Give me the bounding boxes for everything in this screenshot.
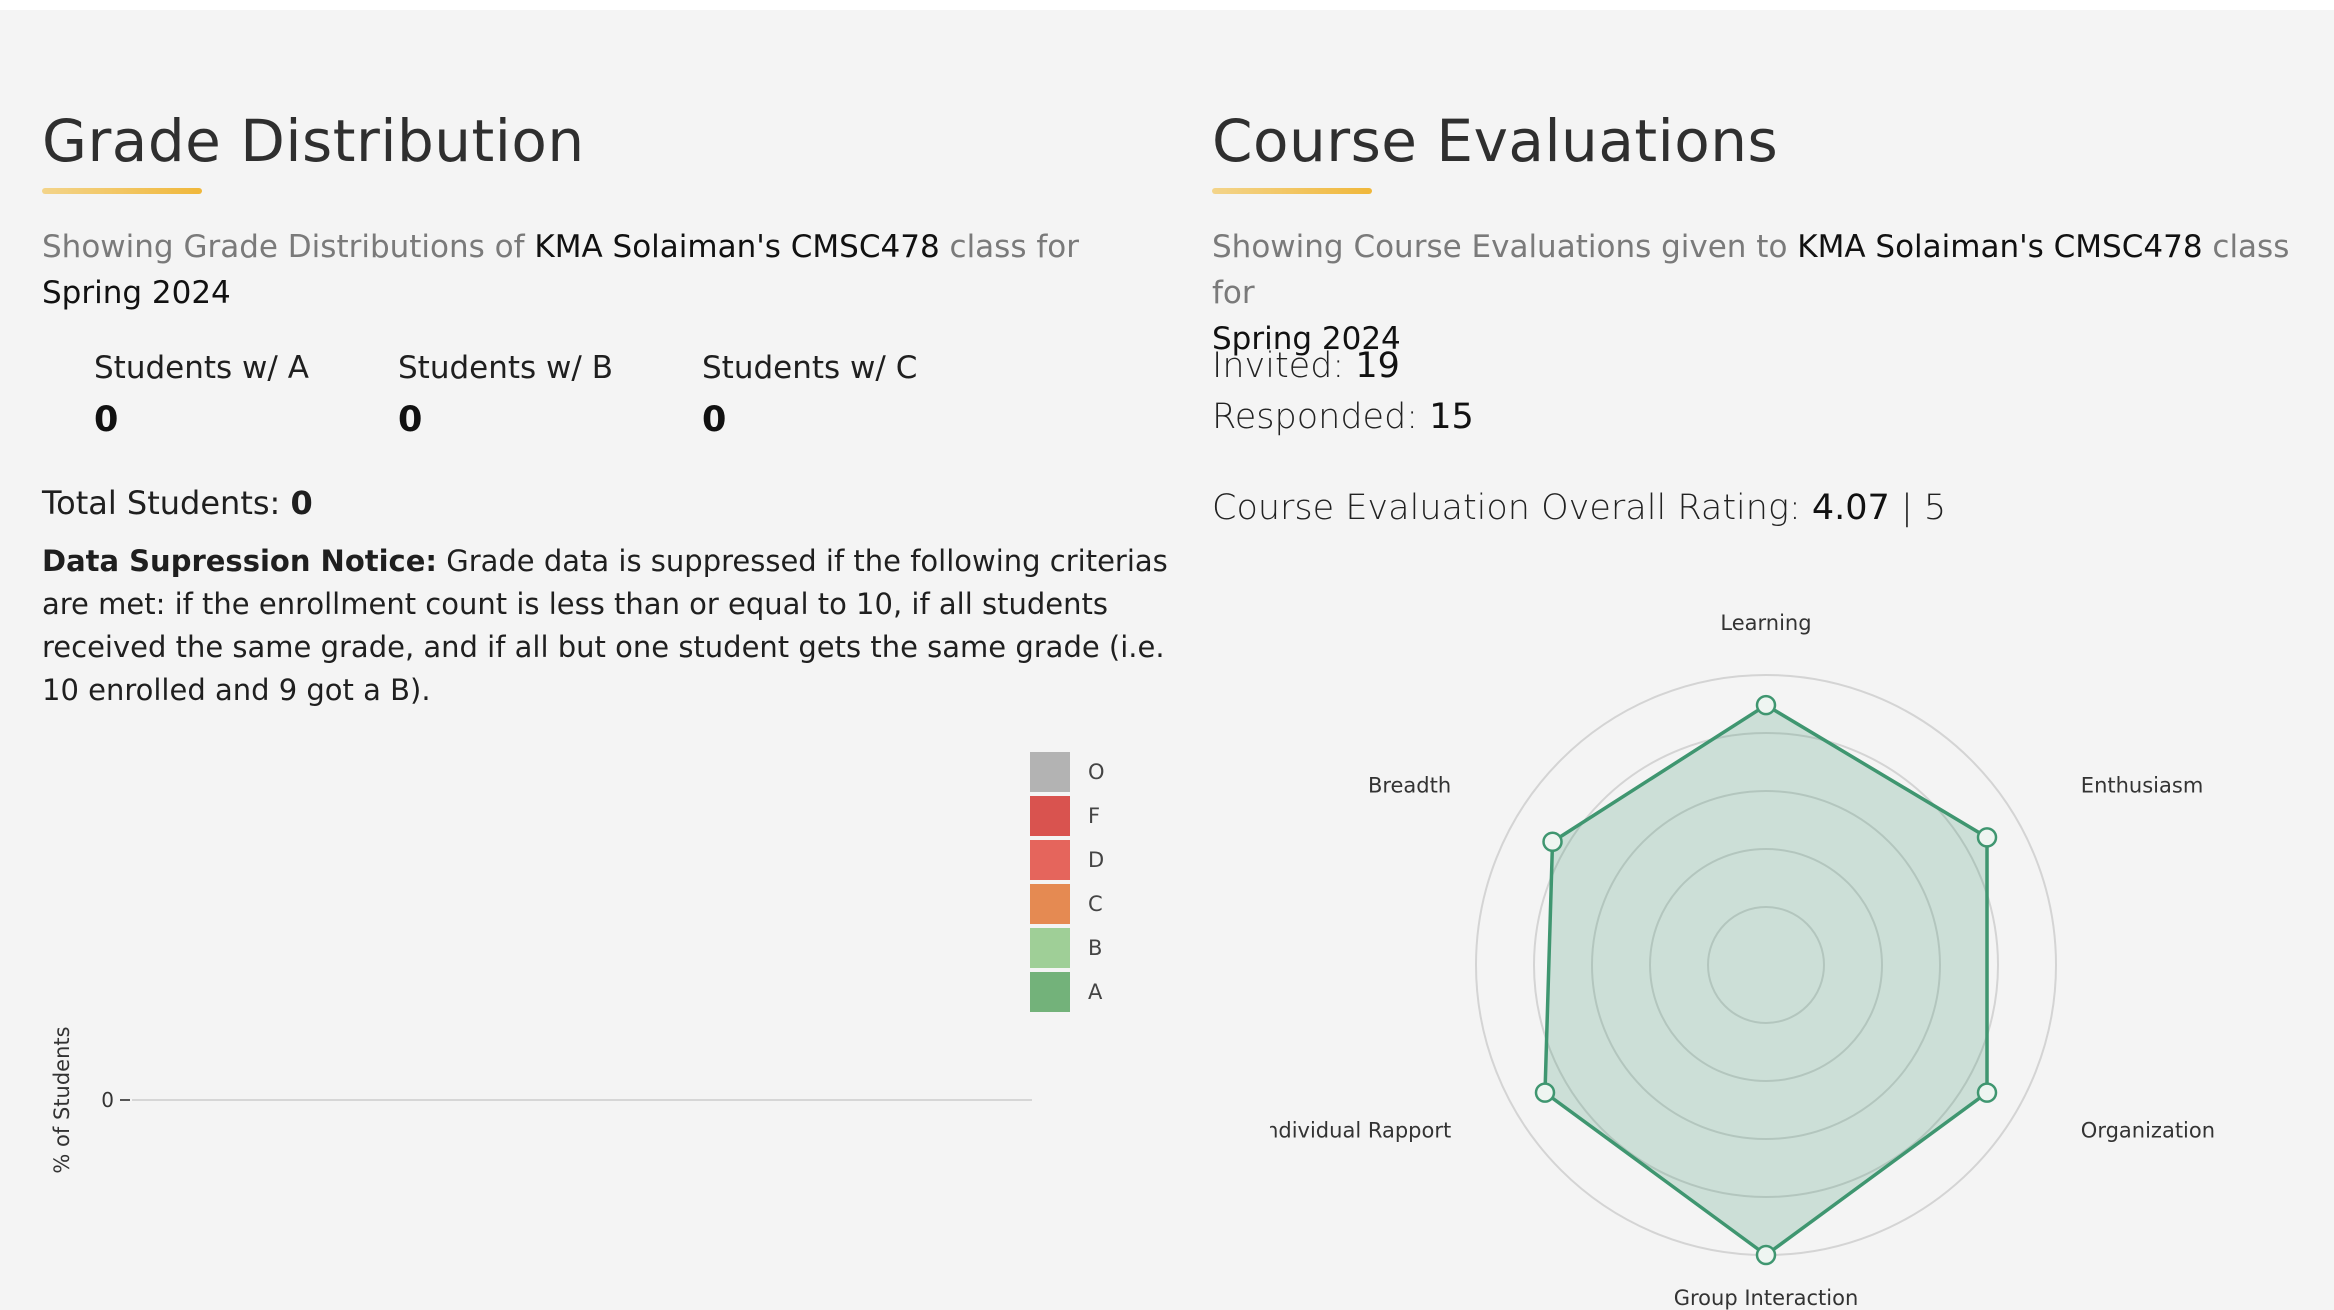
invited-value: 19 [1355, 346, 1400, 386]
radar-ring [1649, 848, 1883, 1082]
legend-item-f[interactable]: F [1030, 796, 1150, 840]
suppression-notice-text: Grade data is suppressed if the followin… [42, 544, 1168, 707]
radar-axis-label: Breadth [1368, 774, 1451, 798]
grade-subtitle-prefix: Showing Grade Distributions of [42, 229, 535, 265]
responded-count: Responded: 15 [1212, 397, 1474, 437]
radar-area [1543, 703, 1989, 1258]
total-students: Total Students: 0 [42, 484, 313, 522]
legend-item-o[interactable]: O [1030, 752, 1150, 796]
eval-subtitle-prefix: Showing Course Evaluations given to [1212, 229, 1798, 265]
radar-axis-label: Individual Rapport [1270, 1119, 1451, 1143]
radar-axis-label: Organization [2081, 1119, 2215, 1143]
stat-b-value: 0 [398, 400, 423, 440]
evaluation-radar-chart: Learning Enthusiasm Organization Group Inte… [1270, 611, 2215, 1310]
legend-swatch [1030, 796, 1070, 836]
legend-swatch [1030, 840, 1070, 880]
eval-subtitle-mid: class for [1212, 229, 2290, 311]
overall-rating-value: 4.07 [1811, 488, 1890, 528]
legend-label: F [1088, 804, 1101, 828]
invited-count: Invited: 19 [1212, 346, 1400, 386]
legend-item-c[interactable]: C [1030, 884, 1150, 928]
legend-swatch [1030, 972, 1070, 1012]
y-tick-label: 0 [101, 1088, 114, 1112]
responded-label: Responded: [1212, 397, 1430, 437]
radar-point-group-interaction[interactable] [1755, 1244, 1777, 1266]
suppression-notice-label: Data Supression Notice: [42, 544, 438, 578]
stat-c-label: Students w/ C [702, 350, 918, 386]
stat-c: Students w/ C 0 [702, 348, 982, 440]
suppression-notice: Data Supression Notice: Grade data is su… [42, 540, 1172, 712]
eval-subtitle: Showing Course Evaluations given to KMA … [1212, 224, 2312, 362]
legend-label: O [1088, 760, 1105, 784]
stat-b: Students w/ B 0 [398, 348, 678, 440]
stat-b-label: Students w/ B [398, 350, 613, 386]
radar-axis-label: Group Interaction [1674, 1286, 1859, 1310]
overall-rating-label: Course Evaluation Overall Rating: [1212, 488, 1812, 528]
eval-course-name: KMA Solaiman's CMSC478 [1797, 229, 2203, 265]
radar-point-organization[interactable] [1976, 1082, 1998, 1103]
legend-label: D [1088, 848, 1105, 872]
grade-term: Spring 2024 [42, 275, 231, 311]
grade-bar-chart: 0 [101, 1088, 1032, 1112]
legend-item-b[interactable]: B [1030, 928, 1150, 972]
overall-rating-scale: | 5 [1889, 488, 1947, 528]
eval-term: Spring 2024 [1212, 321, 1401, 357]
radar-ring [1707, 906, 1825, 1024]
radar-point-breadth[interactable] [1542, 831, 1563, 852]
invited-label: Invited: [1212, 346, 1356, 386]
total-students-label: Total Students: [42, 484, 291, 522]
title-underline [1212, 188, 1372, 194]
stat-a-value: 0 [94, 400, 119, 440]
grade-course-name: KMA Solaiman's CMSC478 [534, 229, 940, 265]
stat-a-label: Students w/ A [94, 350, 309, 386]
radar-ring [1591, 790, 1941, 1140]
radar-point-individual-rapport[interactable] [1534, 1082, 1556, 1103]
radar-point-enthusiasm[interactable] [1976, 827, 1998, 848]
radar-axis-label: Learning [1720, 611, 1811, 635]
legend-swatch [1030, 928, 1070, 968]
course-evaluations-title: Course Evaluations [1212, 107, 1779, 175]
y-axis-label: % of Students [50, 1026, 74, 1174]
legend-item-a[interactable]: A [1030, 972, 1150, 1016]
total-students-value: 0 [290, 484, 313, 522]
legend-item-d[interactable]: D [1030, 840, 1150, 884]
legend-label: B [1088, 936, 1103, 960]
grade-subtitle: Showing Grade Distributions of KMA Solai… [42, 224, 1172, 316]
legend-swatch [1030, 752, 1070, 792]
title-underline [42, 188, 202, 194]
radar-ring [1533, 732, 1999, 1198]
responded-value: 15 [1429, 397, 1474, 437]
legend-label: A [1088, 980, 1103, 1004]
stat-a: Students w/ A 0 [94, 348, 374, 440]
page: Grade Distribution Showing Grade Distrib… [0, 10, 2334, 1310]
legend-swatch [1030, 884, 1070, 924]
legend-label: C [1088, 892, 1103, 916]
overall-rating: Course Evaluation Overall Rating: 4.07 |… [1212, 488, 1946, 528]
radar-point-learning[interactable] [1755, 694, 1777, 716]
grade-distribution-title: Grade Distribution [42, 107, 585, 175]
stat-c-value: 0 [702, 400, 727, 440]
grade-subtitle-mid: class for [939, 229, 1079, 265]
radar-axis-label: Enthusiasm [2081, 774, 2203, 798]
